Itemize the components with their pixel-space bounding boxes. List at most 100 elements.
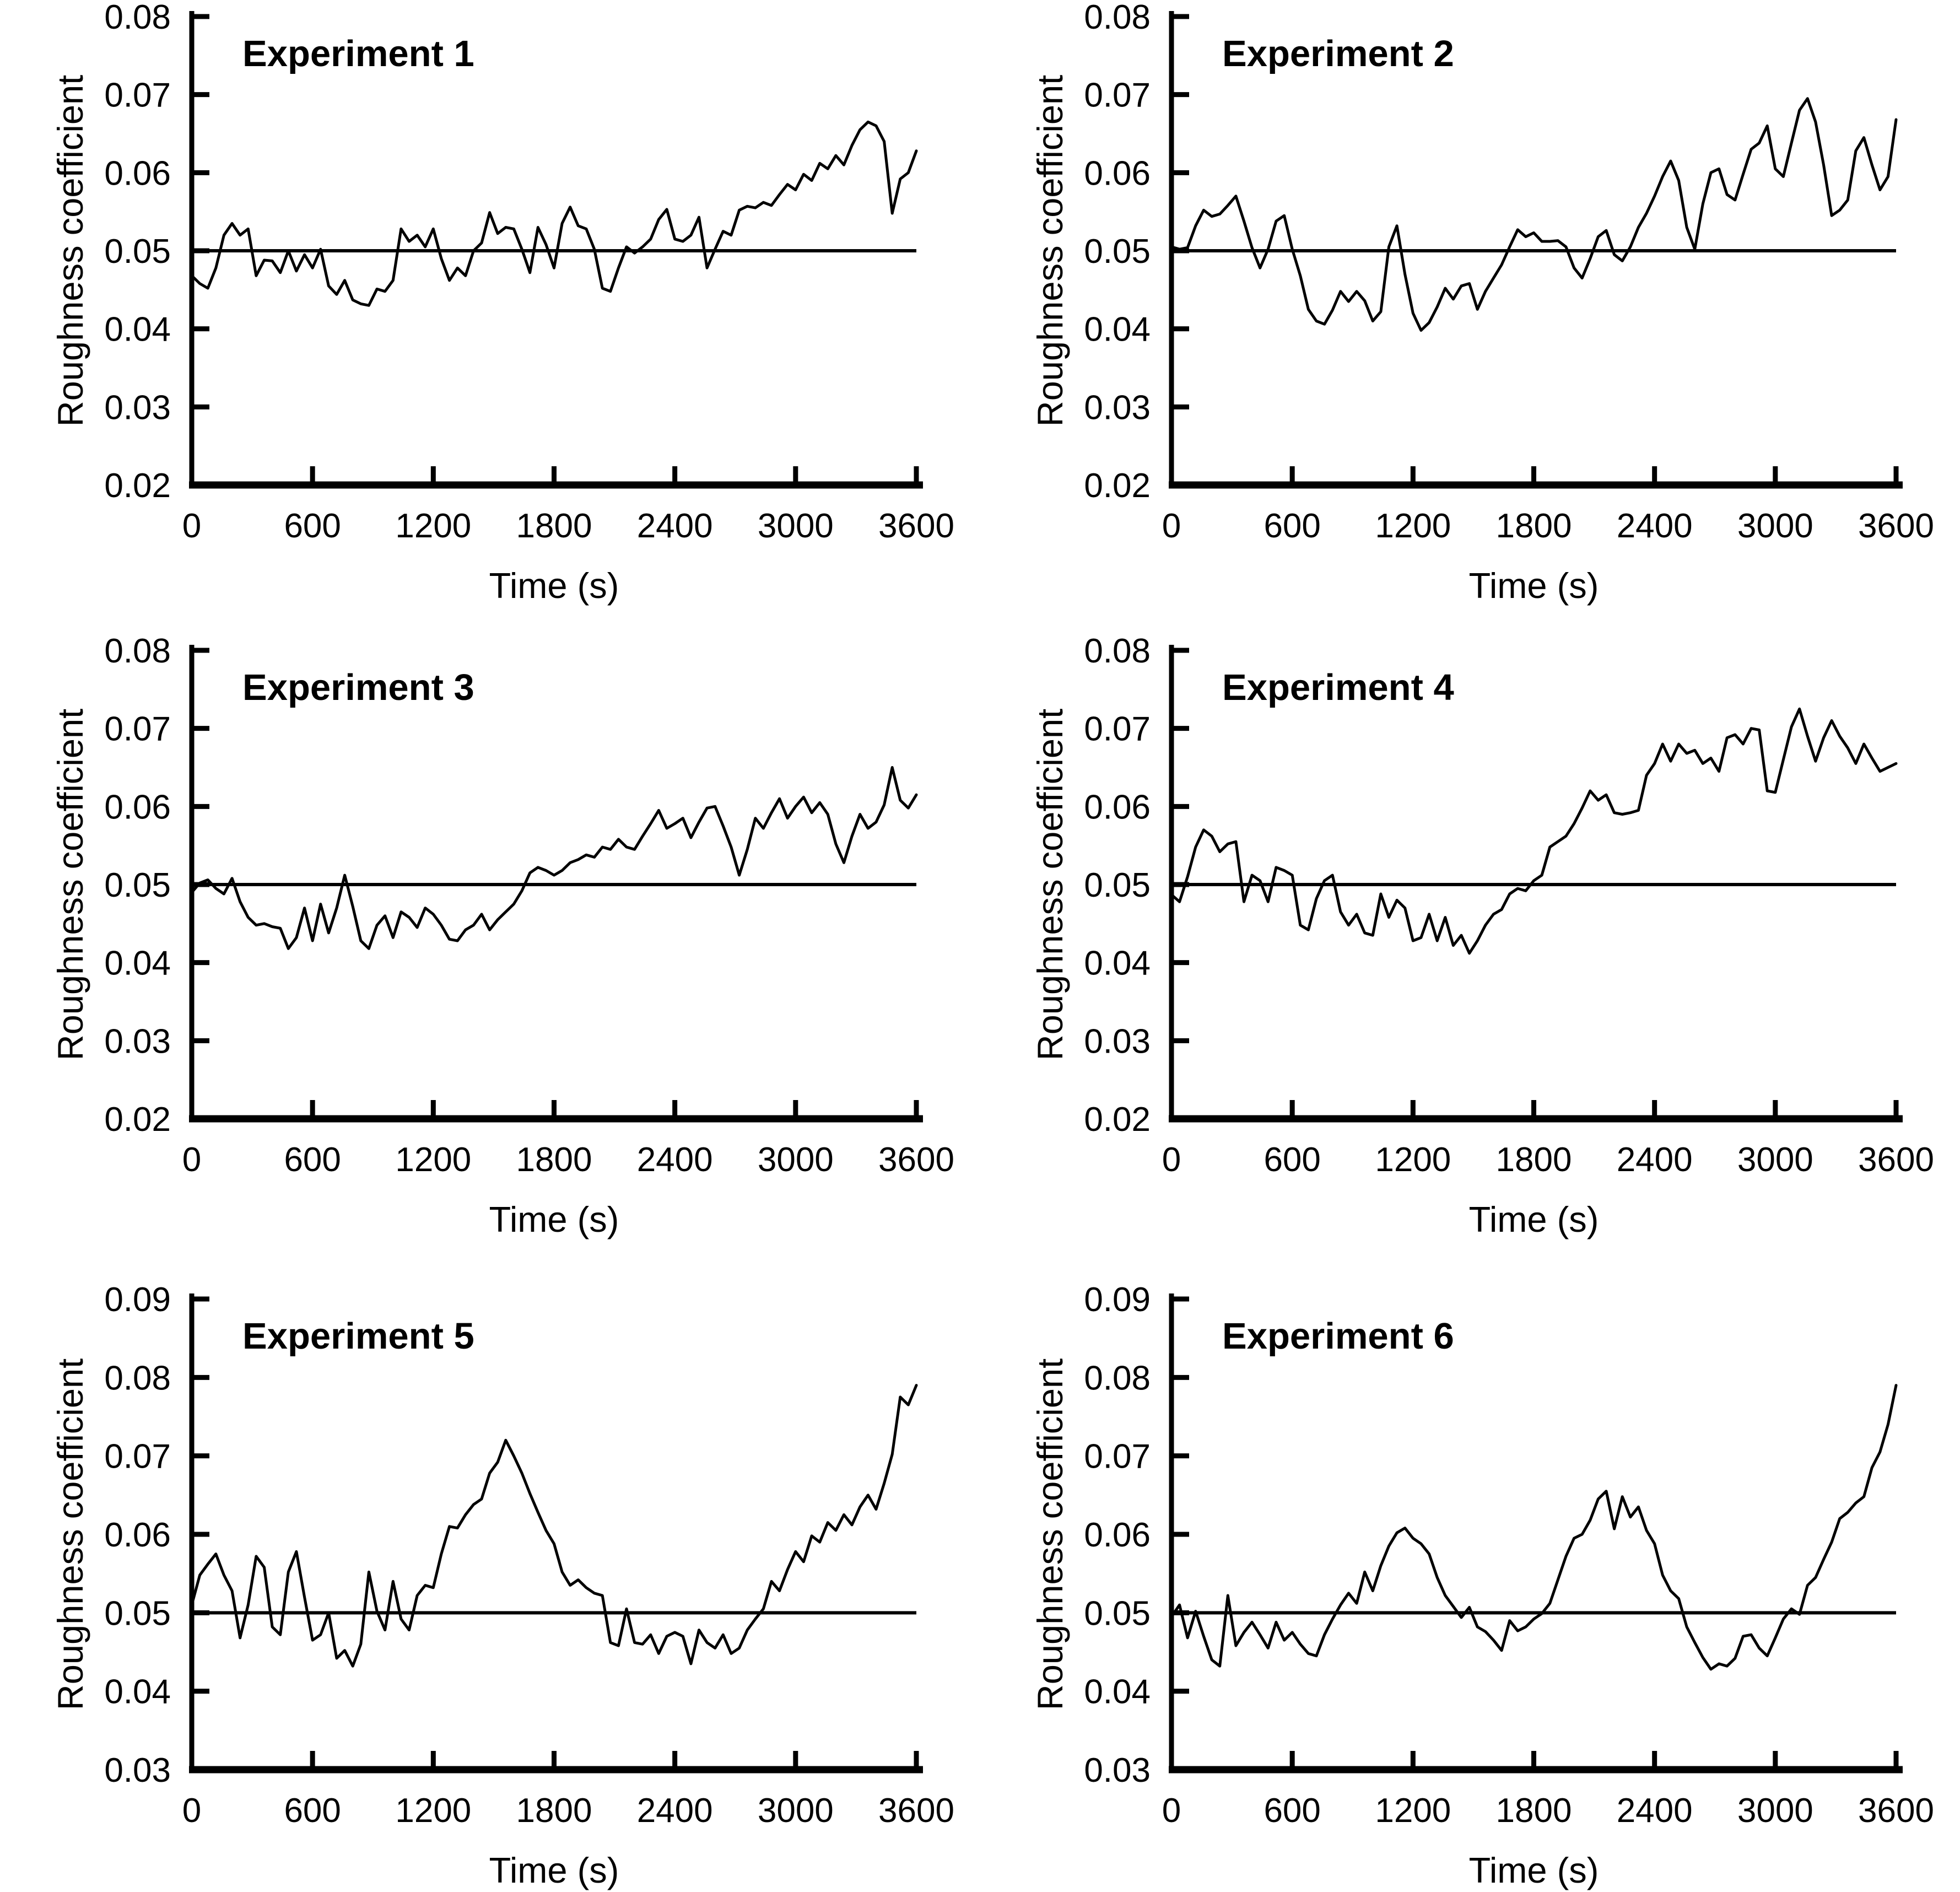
- chart-title: Experiment 3: [242, 667, 474, 708]
- y-tick-label: 0.08: [1084, 0, 1151, 36]
- y-tick-label: 0.06: [1084, 788, 1151, 826]
- y-tick-label: 0.06: [104, 788, 171, 826]
- y-tick-label: 0.09: [1084, 1284, 1151, 1319]
- y-tick-label: 0.02: [1084, 1101, 1151, 1139]
- chart-experiment-5: 0.03 0.04 0.05 0.06 0.07 0.08 0.09 0 600 1200 1800…: [0, 1284, 980, 1892]
- x-tick-label: 3000: [758, 1141, 834, 1179]
- y-tick-label: 0.08: [1084, 632, 1151, 670]
- x-tick-label: 1800: [1496, 1792, 1572, 1830]
- y-tick-label: 0.05: [1084, 233, 1151, 271]
- x-tick-label: 1200: [1375, 1141, 1451, 1179]
- x-tick-label: 0: [1162, 1141, 1181, 1179]
- x-tick-label: 0: [182, 1141, 201, 1179]
- x-tick-label: 0: [1162, 507, 1181, 545]
- x-tick-label: 0: [1162, 1792, 1181, 1830]
- y-tick-label: 0.03: [1084, 1022, 1151, 1060]
- y-tick-label: 0.02: [104, 1101, 171, 1139]
- chart-canvas-experiment-3: 0.02 0.03 0.04 0.05 0.06 0.07 0.08 0 600 1200 1800…: [50, 632, 954, 1239]
- x-tick-label: 3000: [758, 507, 834, 545]
- roughness-series-line: [1170, 97, 1898, 332]
- x-tick-label: 1200: [395, 1792, 471, 1830]
- y-tick-label: 0.02: [104, 467, 171, 505]
- y-tick-label: 0.02: [1084, 467, 1151, 505]
- y-tick-label: 0.04: [1084, 945, 1151, 983]
- roughness-series-line: [1170, 1384, 1898, 1671]
- x-tick-label: 3600: [1858, 1141, 1934, 1179]
- y-axis-label: Roughness coefficient: [50, 1359, 90, 1710]
- x-tick-label: 3600: [1858, 507, 1934, 545]
- x-tick-label: 3600: [1858, 1792, 1934, 1830]
- y-tick-label: 0.07: [1084, 77, 1151, 115]
- y-tick-label: 0.08: [1084, 1359, 1151, 1397]
- x-tick-label: 600: [1264, 507, 1320, 545]
- roughness-series-line: [1170, 707, 1898, 955]
- x-tick-label: 3000: [1737, 1792, 1813, 1830]
- chart-experiment-1: 0.02 0.03 0.04 0.05 0.06 0.07 0.08 0 600 1200 1800…: [0, 0, 980, 632]
- y-tick-label: 0.07: [104, 1438, 171, 1476]
- y-tick-label: 0.05: [1084, 1594, 1151, 1632]
- y-tick-label: 0.08: [104, 0, 171, 36]
- x-tick-label: 3600: [878, 1141, 954, 1179]
- y-axis-label: Roughness coefficient: [1030, 709, 1070, 1060]
- x-tick-label: 1800: [516, 1792, 592, 1830]
- y-axis-label: Roughness coefficient: [1030, 1359, 1070, 1710]
- x-tick-label: 3000: [1737, 507, 1813, 545]
- x-tick-label: 1200: [395, 507, 471, 545]
- x-tick-label: 2400: [637, 1141, 713, 1179]
- x-tick-label: 3000: [758, 1792, 834, 1830]
- y-tick-label: 0.07: [1084, 1438, 1151, 1476]
- x-tick-label: 0: [182, 1792, 201, 1830]
- y-tick-label: 0.06: [1084, 154, 1151, 192]
- x-tick-label: 1800: [1496, 507, 1572, 545]
- chart-title: Experiment 1: [242, 33, 474, 74]
- chart-experiment-2: 0.02 0.03 0.04 0.05 0.06 0.07 0.08 0 600 1200 1800…: [980, 0, 1960, 632]
- x-tick-label: 3600: [878, 507, 954, 545]
- x-tick-label: 0: [182, 507, 201, 545]
- chart-title: Experiment 4: [1222, 667, 1454, 708]
- x-tick-label: 2400: [1617, 507, 1693, 545]
- x-tick-label: 3600: [878, 1792, 954, 1830]
- roughness-series-line: [190, 1384, 918, 1668]
- x-tick-label: 600: [1264, 1792, 1320, 1830]
- x-tick-label: 2400: [637, 507, 713, 545]
- x-axis-label: Time (s): [489, 1199, 619, 1239]
- y-tick-label: 0.08: [104, 632, 171, 670]
- y-tick-label: 0.06: [104, 154, 171, 192]
- y-tick-label: 0.04: [104, 1673, 171, 1711]
- x-tick-label: 1200: [1375, 1792, 1451, 1830]
- chart-experiment-6: 0.03 0.04 0.05 0.06 0.07 0.08 0.09 0 600 1200 1800…: [980, 1284, 1960, 1892]
- y-tick-label: 0.05: [1084, 866, 1151, 904]
- y-axis-label: Roughness coefficient: [50, 75, 90, 427]
- x-axis-label: Time (s): [1469, 1850, 1599, 1890]
- y-tick-label: 0.03: [1084, 389, 1151, 427]
- x-tick-label: 2400: [1617, 1792, 1693, 1830]
- chart-title: Experiment 6: [1222, 1316, 1454, 1357]
- chart-canvas-experiment-6: 0.03 0.04 0.05 0.06 0.07 0.08 0.09 0 600 1200 1800…: [1030, 1284, 1934, 1890]
- roughness-series-line: [190, 766, 918, 950]
- y-tick-label: 0.04: [104, 311, 171, 349]
- y-tick-label: 0.05: [104, 233, 171, 271]
- x-axis-label: Time (s): [489, 565, 619, 606]
- x-tick-label: 1200: [395, 1141, 471, 1179]
- chart-canvas-experiment-1: 0.02 0.03 0.04 0.05 0.06 0.07 0.08 0 600 1200 1800…: [50, 0, 954, 606]
- x-tick-label: 1800: [516, 507, 592, 545]
- x-tick-label: 600: [284, 1792, 341, 1830]
- x-tick-label: 3000: [1737, 1141, 1813, 1179]
- x-tick-label: 2400: [637, 1792, 713, 1830]
- y-axis-label: Roughness coefficient: [50, 709, 90, 1060]
- y-tick-label: 0.04: [1084, 311, 1151, 349]
- x-tick-label: 2400: [1617, 1141, 1693, 1179]
- y-tick-label: 0.07: [1084, 710, 1151, 748]
- x-tick-label: 600: [1264, 1141, 1320, 1179]
- chart-experiment-4: 0.02 0.03 0.04 0.05 0.06 0.07 0.08 0 600 1200 1800…: [980, 632, 1960, 1284]
- roughness-series-line: [190, 120, 918, 307]
- y-tick-label: 0.03: [104, 389, 171, 427]
- chart-experiment-3: 0.02 0.03 0.04 0.05 0.06 0.07 0.08 0 600 1200 1800…: [0, 632, 980, 1284]
- y-tick-label: 0.06: [104, 1516, 171, 1554]
- y-tick-label: 0.06: [1084, 1516, 1151, 1554]
- x-axis-label: Time (s): [1469, 1199, 1599, 1239]
- x-axis-label: Time (s): [1469, 565, 1599, 606]
- y-tick-label: 0.03: [1084, 1751, 1151, 1789]
- y-tick-label: 0.07: [104, 710, 171, 748]
